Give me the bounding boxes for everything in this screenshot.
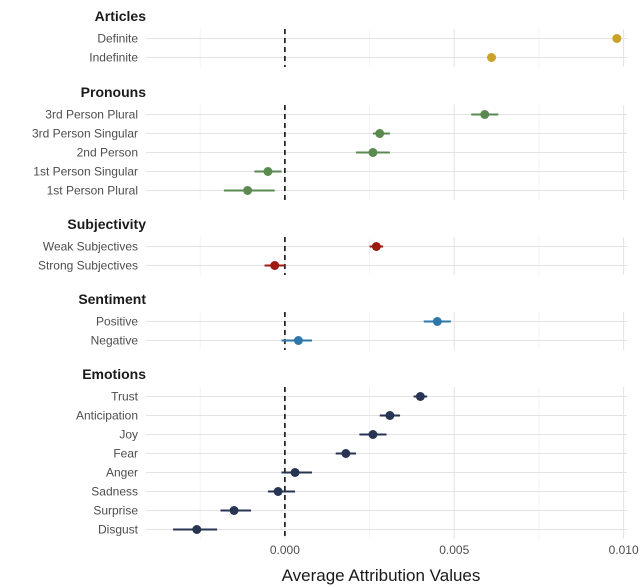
- category-label: Anticipation: [76, 409, 138, 423]
- data-point: [341, 449, 351, 458]
- data-point: [432, 317, 442, 326]
- data-point: [293, 336, 303, 345]
- data-point: [368, 430, 378, 439]
- data-point: [270, 261, 280, 270]
- data-point: [290, 468, 300, 477]
- x-tick-label: 0.010: [609, 543, 639, 557]
- panel-title: Subjectivity: [67, 216, 146, 232]
- panel-title: Articles: [95, 8, 147, 24]
- category-label: 3rd Person Singular: [32, 127, 138, 141]
- category-label: Joy: [119, 428, 138, 442]
- category-label: Negative: [91, 334, 139, 348]
- panel-title: Emotions: [82, 366, 146, 382]
- data-point: [612, 34, 622, 43]
- category-label: Weak Subjectives: [43, 240, 138, 254]
- category-label: 3rd Person Plural: [45, 108, 138, 122]
- labels-layer: Articles Definite Indefinite Pronouns 3rd Pe…: [32, 8, 639, 557]
- data-point: [415, 392, 425, 401]
- data-point: [371, 242, 381, 251]
- data-point: [192, 525, 202, 534]
- panel-title: Pronouns: [81, 84, 147, 100]
- marks-layer: [173, 34, 622, 534]
- data-point: [229, 506, 239, 515]
- category-label: Fear: [113, 447, 138, 461]
- category-label: 2nd Person: [77, 146, 138, 160]
- data-point: [273, 487, 283, 496]
- data-point: [368, 148, 378, 157]
- category-label: Strong Subjectives: [38, 259, 138, 273]
- category-label: Surprise: [93, 504, 138, 518]
- category-label: Anger: [106, 466, 138, 480]
- data-point: [375, 129, 385, 138]
- data-point: [487, 53, 497, 62]
- x-tick-label: 0.005: [439, 543, 469, 557]
- category-label: Trust: [111, 390, 139, 404]
- category-label: Indefinite: [89, 51, 138, 65]
- data-point: [385, 411, 395, 420]
- category-label: Definite: [97, 32, 138, 46]
- category-label: Disgust: [98, 523, 139, 537]
- category-label: 1st Person Singular: [33, 165, 138, 179]
- data-point: [480, 110, 490, 119]
- data-point: [243, 186, 253, 195]
- grid-layer: [146, 29, 627, 539]
- panel-title: Sentiment: [78, 291, 146, 307]
- x-tick-label: 0.000: [270, 543, 300, 557]
- category-label: Sadness: [91, 485, 138, 499]
- category-label: Positive: [96, 315, 138, 329]
- x-axis-title: Average Attribution Values: [282, 566, 481, 585]
- category-label: 1st Person Plural: [47, 184, 138, 198]
- data-point: [263, 167, 273, 176]
